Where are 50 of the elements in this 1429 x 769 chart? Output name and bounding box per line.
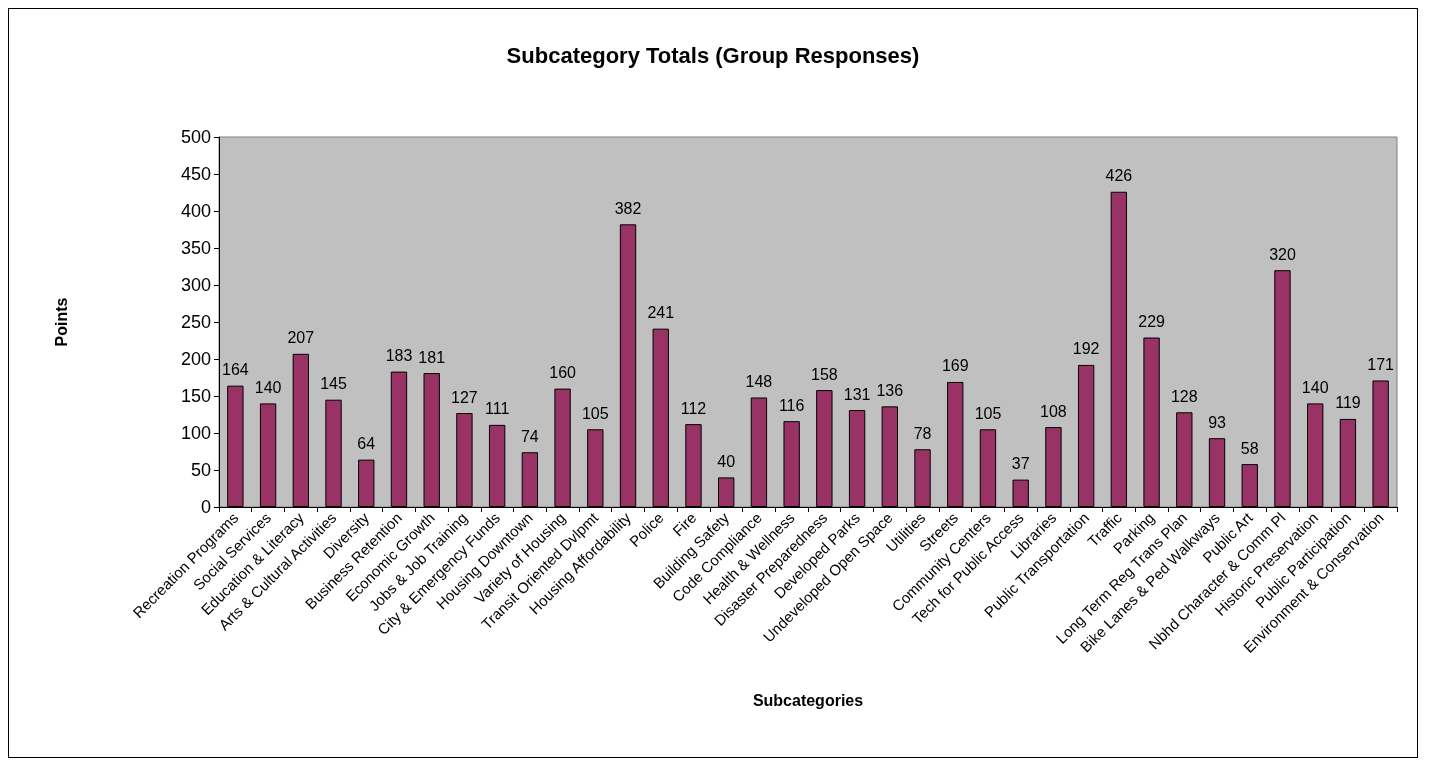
y-tick-label: 150 <box>180 386 211 406</box>
data-label: 116 <box>778 396 805 414</box>
data-label: 40 <box>717 452 736 470</box>
data-label: 111 <box>484 400 510 418</box>
data-label: 105 <box>581 404 609 422</box>
y-tick-label: 250 <box>180 312 211 332</box>
y-tick-label: 0 <box>200 497 211 517</box>
data-label: 192 <box>1072 340 1100 358</box>
y-axis-title: Points <box>52 297 70 347</box>
y-tick-label: 300 <box>180 275 211 295</box>
data-label: 136 <box>876 381 904 399</box>
data-label: 140 <box>254 378 282 396</box>
y-tick-label: 450 <box>180 164 211 184</box>
data-label: 74 <box>520 427 539 445</box>
data-label: 119 <box>1335 394 1361 412</box>
data-label: 105 <box>974 404 1002 422</box>
x-axis-title: Subcategories <box>752 691 864 709</box>
data-label: 171 <box>1367 355 1395 373</box>
data-label: 160 <box>549 364 577 382</box>
data-label: 127 <box>451 388 478 406</box>
y-tick-label: 350 <box>180 238 211 258</box>
data-label: 64 <box>357 435 376 453</box>
data-label: 183 <box>385 347 413 365</box>
data-label: 241 <box>647 304 675 322</box>
data-label: 37 <box>1011 455 1030 473</box>
data-label: 108 <box>1040 402 1067 420</box>
data-label: 426 <box>1105 167 1133 185</box>
data-label: 145 <box>320 375 347 393</box>
y-tick-label: 500 <box>180 127 211 147</box>
data-label: 207 <box>287 329 315 347</box>
data-label: 164 <box>222 361 249 379</box>
data-label: 140 <box>1301 378 1329 396</box>
data-label: 169 <box>941 357 969 375</box>
data-label: 320 <box>1269 245 1296 263</box>
chart-title: Subcategory Totals (Group Responses) <box>506 42 920 68</box>
data-label: 131 <box>843 385 871 403</box>
data-label: 382 <box>614 199 642 217</box>
data-label: 78 <box>913 424 932 442</box>
data-label: 229 <box>1138 313 1166 331</box>
data-label: 158 <box>811 365 838 383</box>
data-label: 128 <box>1170 387 1198 405</box>
y-tick-label: 100 <box>180 423 211 443</box>
data-label: 93 <box>1208 413 1227 431</box>
y-tick-label: 400 <box>180 201 211 221</box>
y-tick-label: 50 <box>190 460 211 480</box>
data-label: 148 <box>745 372 773 390</box>
data-label: 181 <box>418 348 446 366</box>
data-label: 58 <box>1240 439 1259 457</box>
data-label: 112 <box>680 399 707 417</box>
y-tick-label: 200 <box>180 349 211 369</box>
